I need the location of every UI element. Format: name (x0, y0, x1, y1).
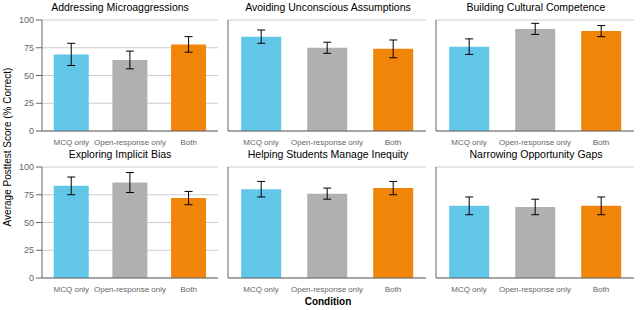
html-text:Addressing Microaggressions: Addressing Microaggressions (51, 1, 189, 13)
svg-text:MCQ only: MCQ only (243, 138, 279, 147)
svg-text:50: 50 (24, 71, 34, 81)
svg-text:100: 100 (19, 162, 34, 172)
svg-text:0: 0 (29, 273, 34, 283)
html-text:Avoiding Unconscious Assumptio: Avoiding Unconscious Assumptions (245, 1, 411, 13)
svg-text:Both: Both (385, 138, 401, 147)
svg-text:25: 25 (24, 245, 34, 255)
svg-text:0: 0 (29, 126, 34, 136)
svg-text:MCQ only: MCQ only (243, 285, 279, 294)
svg-text:MCQ only: MCQ only (54, 285, 90, 294)
svg-text:Open-response only: Open-response only (291, 138, 363, 147)
html-text:Helping Students Manage Inequi: Helping Students Manage Inequity (247, 148, 409, 160)
svg-text:Open-response only: Open-response only (94, 138, 166, 147)
svg-text:25: 25 (24, 98, 34, 108)
svg-text:Open-response only: Open-response only (499, 285, 571, 294)
svg-text:Both: Both (385, 285, 401, 294)
svg-text:Open-response only: Open-response only (291, 285, 363, 294)
svg-text:Both: Both (593, 285, 609, 294)
svg-text:Open-response only: Open-response only (94, 285, 166, 294)
html-text:Exploring Implicit Bias: Exploring Implicit Bias (68, 148, 172, 160)
svg-text:Both: Both (180, 285, 196, 294)
svg-text:MCQ only: MCQ only (451, 138, 487, 147)
svg-text:MCQ only: MCQ only (54, 138, 90, 147)
svg-text:Open-response only: Open-response only (499, 138, 571, 147)
svg-text:75: 75 (24, 43, 34, 53)
svg-text:Both: Both (593, 138, 609, 147)
svg-text:50: 50 (24, 218, 34, 228)
html-text:Condition: Condition (304, 296, 352, 307)
svg-text:100: 100 (19, 15, 34, 25)
svg-text:75: 75 (24, 190, 34, 200)
svg-text:Average Posttest Score (% Corr: Average Posttest Score (% Correct) (8, 68, 13, 227)
html-text:Building Cultural Competence: Building Cultural Competence (466, 1, 606, 13)
html-text:Narrowing Opportunity Gaps: Narrowing Opportunity Gaps (469, 148, 603, 160)
svg-text:MCQ only: MCQ only (451, 285, 487, 294)
svg-text:Both: Both (180, 138, 196, 147)
